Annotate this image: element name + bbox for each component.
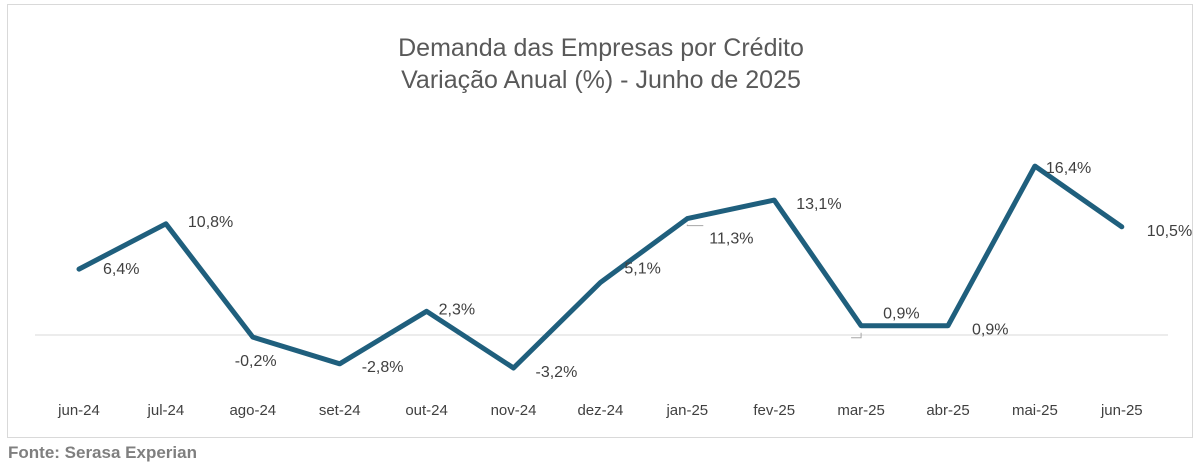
data-label: -3,2%: [536, 364, 578, 381]
source-note: Fonte: Serasa Experian: [8, 443, 197, 462]
x-tick-label: dez-24: [577, 402, 623, 419]
x-tick-label: abr-25: [926, 402, 969, 419]
x-axis-tick-labels: jun-24 jul-24 ago-24 set-24 out-24 nov-24 dez-…: [57, 402, 1143, 419]
leader-line: [686, 224, 704, 227]
data-label: 6,4%: [103, 261, 139, 278]
data-label: 0,9%: [972, 322, 1008, 339]
data-label: 2,3%: [439, 301, 475, 318]
x-tick-label: jun-25: [1100, 402, 1143, 419]
data-label: 10,8%: [188, 214, 233, 231]
data-label: 11,3%: [709, 231, 753, 248]
x-tick-label: mar-25: [837, 402, 885, 419]
x-tick-label: jun-24: [57, 402, 100, 419]
data-label: 16,4%: [1046, 160, 1091, 177]
data-label: 10,5%: [1147, 223, 1192, 240]
label-leader-lines: [686, 224, 862, 339]
data-labels: 6,4% 10,8% -0,2% -2,8% 2,3% -3,2% 5,1% 11,3% 13,…: [103, 160, 1192, 381]
x-tick-label: set-24: [319, 402, 361, 419]
data-label: -2,8%: [362, 359, 404, 376]
data-label: -0,2%: [235, 353, 277, 370]
data-label: 13,1%: [796, 196, 841, 213]
data-label: 0,9%: [883, 306, 919, 323]
line-chart: Demanda das Empresas por Crédito Variaçã…: [35, 34, 1192, 419]
x-tick-label: jan-25: [665, 402, 708, 419]
x-tick-label: ago-24: [229, 402, 276, 419]
x-tick-label: mai-25: [1012, 402, 1058, 419]
data-label: 5,1%: [624, 261, 660, 278]
leader-line: [851, 332, 862, 339]
series-line: [76, 163, 1125, 371]
chart-title-line-1: Demanda das Empresas por Crédito: [398, 34, 804, 62]
x-tick-label: fev-25: [753, 402, 795, 419]
chart-frame: Demanda das Empresas por Crédito Variaçã…: [7, 4, 1193, 438]
x-tick-label: jul-24: [147, 402, 185, 419]
x-tick-label: out-24: [405, 402, 448, 419]
x-tick-label: nov-24: [491, 402, 537, 419]
chart-title-line-2: Variação Anual (%) - Junho de 2025: [401, 66, 801, 94]
